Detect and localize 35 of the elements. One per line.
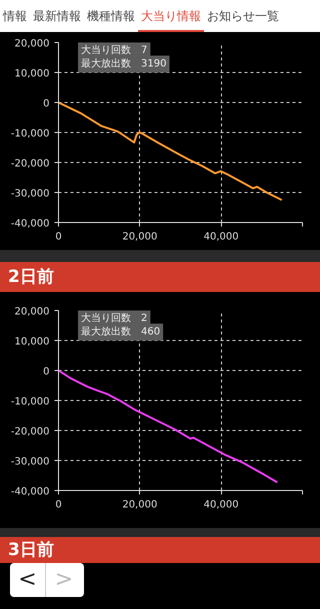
x-tick-label: 20,000 (122, 232, 158, 242)
x-tick-label: 0 (55, 500, 62, 510)
y-tick-label: 0 (43, 98, 50, 110)
line-series (58, 370, 278, 484)
y-tick-label: -20,000 (10, 158, 50, 170)
annotation: 大当り回数 7 (81, 44, 148, 56)
text: > (54, 566, 74, 594)
annotation: 最大放出数 460 (81, 326, 160, 338)
y-tick-label: -40,000 (10, 486, 50, 498)
text: < (10, 563, 46, 597)
text: 情報 (2, 8, 28, 25)
chart-title: 2日前 (8, 266, 54, 289)
x-tick-label: 40,000 (204, 500, 239, 510)
y-tick-label: -10,000 (10, 396, 50, 408)
y-tick-label: -40,000 (10, 218, 50, 230)
text: 機種情報 (86, 8, 136, 25)
y-tick-label: -30,000 (10, 456, 50, 468)
annotation: 最大放出数 3190 (81, 58, 166, 70)
text: お知らせ一覧 (206, 8, 280, 25)
x-tick-label: 0 (55, 232, 62, 242)
text: 大当り情報 (138, 0, 204, 33)
y-tick-label: 0 (43, 366, 50, 378)
y-tick-label: 10,000 (14, 336, 50, 348)
y-tick-label: 20,000 (14, 306, 50, 318)
x-tick-label: 20,000 (122, 500, 158, 510)
y-tick-label: 10,000 (14, 68, 50, 80)
text: 3日前 (8, 539, 54, 562)
y-tick-label: -20,000 (10, 426, 50, 438)
y-tick-label: -10,000 (10, 128, 50, 140)
annotation: 大当り回数 2 (81, 312, 148, 324)
line-series (58, 102, 283, 201)
y-tick-label: 20,000 (14, 38, 50, 50)
y-tick-label: -30,000 (10, 188, 50, 200)
x-tick-label: 40,000 (204, 232, 239, 242)
text: 最新情報 (32, 8, 82, 25)
